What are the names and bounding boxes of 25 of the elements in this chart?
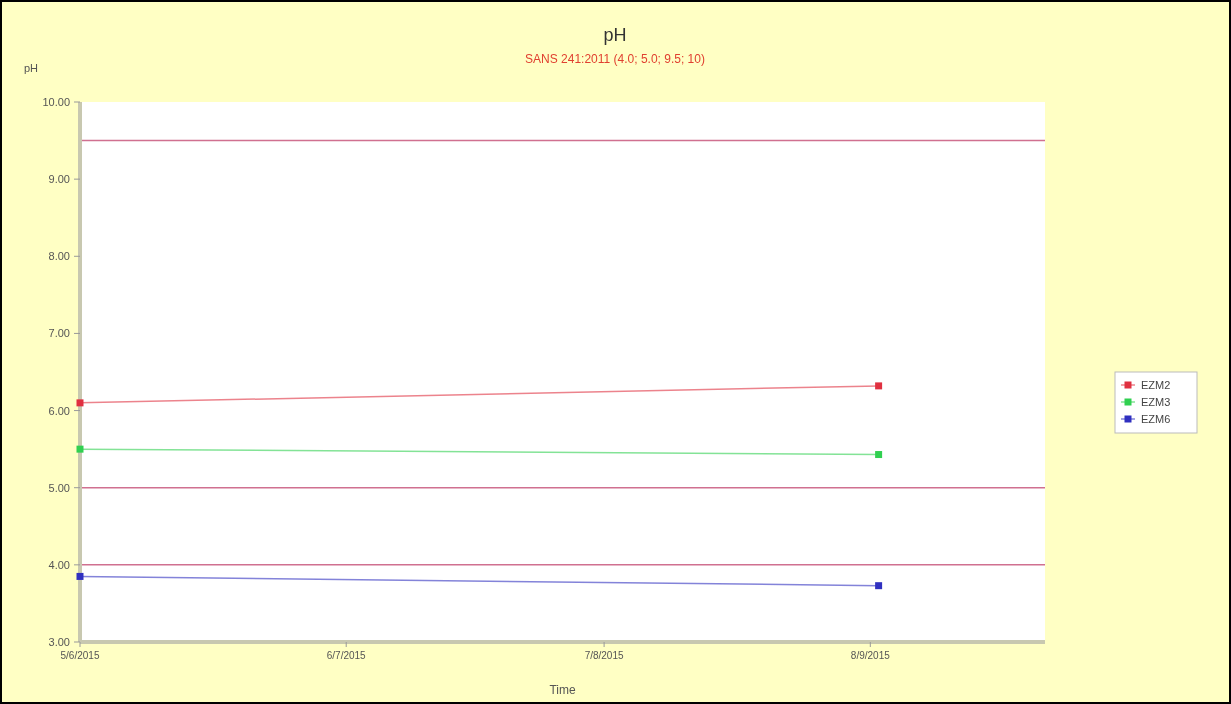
x-tick-label: 7/8/2015 xyxy=(584,650,624,661)
y-tick-label: 7.00 xyxy=(48,327,70,340)
point xyxy=(875,451,883,459)
legend-label: EZM2 xyxy=(1141,379,1171,391)
point xyxy=(76,445,84,453)
point xyxy=(875,382,883,390)
y-tick-label: 5.00 xyxy=(48,481,70,494)
chart-subtitle: SANS 241:2011 (4.0; 5.0; 9.5; 10) xyxy=(525,52,705,66)
y-axis-title: pH xyxy=(24,62,39,74)
point xyxy=(76,572,84,580)
legend-label: EZM3 xyxy=(1141,396,1171,408)
y-tick-label: 3.00 xyxy=(48,636,70,648)
x-tick-label: 6/7/2015 xyxy=(326,650,367,661)
x-tick-label: 5/6/2015 xyxy=(60,650,100,661)
y-tick-label: 10.00 xyxy=(42,96,70,108)
point xyxy=(875,582,883,590)
x-axis-title: Time xyxy=(549,683,576,697)
y-tick-label: 9.00 xyxy=(48,173,70,186)
y-tick-label: 8.00 xyxy=(48,250,70,263)
point xyxy=(76,399,84,407)
x-tick-label: 8/9/2015 xyxy=(850,650,891,661)
chart-title: pH xyxy=(603,25,627,45)
y-tick-label: 6.00 xyxy=(48,404,70,417)
legend-label: EZM6 xyxy=(1141,413,1171,425)
y-tick-label: 4.00 xyxy=(48,558,70,571)
